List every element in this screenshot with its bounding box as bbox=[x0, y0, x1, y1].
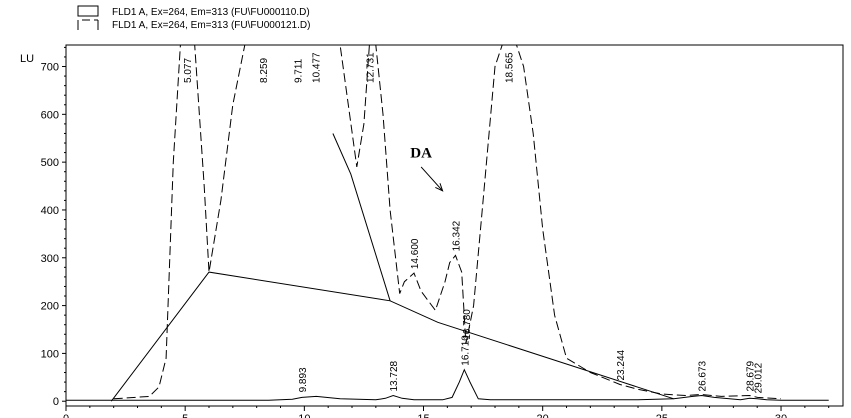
peak-label: 26.673 bbox=[698, 360, 709, 391]
peak-label: 28.679 bbox=[745, 360, 756, 391]
y-tick-label: 500 bbox=[41, 157, 59, 169]
y-tick-label: 400 bbox=[41, 205, 59, 217]
peak-label: 8.259 bbox=[259, 57, 270, 82]
x-tick-label: 20 bbox=[537, 413, 549, 418]
peak-label: 14.600 bbox=[410, 238, 421, 269]
y-tick-label: 100 bbox=[41, 348, 59, 360]
peak-label: 10.477 bbox=[312, 52, 323, 83]
peak-label: 29.012 bbox=[753, 362, 764, 393]
plot-frame bbox=[65, 44, 844, 407]
peak-label: 23.244 bbox=[616, 349, 627, 380]
series-layer bbox=[66, 45, 829, 402]
annotation-arrow-shaft bbox=[420, 166, 443, 192]
annotation: DA bbox=[410, 145, 444, 192]
peak-label: 18.565 bbox=[505, 52, 516, 83]
peak-labels: 5.077 8.259 9.711 10.477 12.731 18.565 14.600 1… bbox=[183, 52, 764, 393]
y-tick-label: 300 bbox=[41, 253, 59, 265]
peak-label: 5.077 bbox=[183, 58, 194, 83]
x-tick-label: 0 bbox=[63, 413, 69, 418]
y-tick-label: 600 bbox=[41, 109, 59, 121]
peak-label: 16.710 bbox=[460, 335, 471, 366]
axes: 0 100 200 300 400 500 600 700 0 5 10 15 20 25 30 bbox=[41, 44, 844, 418]
peak-label: 13.728 bbox=[389, 360, 400, 391]
series-line-2 bbox=[113, 45, 782, 400]
legend: FLD1 A, Ex=264, Em=313 (FU\FU000110.D) F… bbox=[77, 5, 310, 31]
peak-label: 9.711 bbox=[294, 58, 305, 83]
annotation-arrow-head bbox=[435, 183, 444, 192]
x-tick-label: 30 bbox=[775, 413, 787, 418]
series-line-1 bbox=[66, 368, 829, 401]
x-tick-label: 5 bbox=[182, 413, 188, 418]
legend-swatch-dashed bbox=[77, 19, 99, 30]
y-axis-label: LU bbox=[20, 53, 34, 65]
x-tick-label: 10 bbox=[298, 413, 310, 418]
annotation-label: DA bbox=[410, 145, 432, 161]
x-tick-label: 15 bbox=[417, 413, 429, 418]
y-tick-label: 0 bbox=[53, 396, 59, 408]
x-tick-label: 25 bbox=[656, 413, 668, 418]
y-tick-label: 700 bbox=[41, 62, 59, 74]
baseline-segment bbox=[332, 133, 391, 301]
legend-label-solid: FLD1 A, Ex=264, Em=313 (FU\FU000110.D) bbox=[112, 7, 310, 18]
legend-label-dashed: FLD1 A, Ex=264, Em=313 (FU\FU000121.D) bbox=[112, 20, 310, 31]
peak-label: 12.731 bbox=[365, 52, 376, 83]
peak-label: 9.893 bbox=[298, 367, 309, 392]
peak-label: 16.780 bbox=[462, 309, 473, 340]
legend-swatch-solid bbox=[77, 5, 99, 17]
y-tick-label: 200 bbox=[41, 301, 59, 313]
peak-label: 16.342 bbox=[451, 220, 462, 251]
